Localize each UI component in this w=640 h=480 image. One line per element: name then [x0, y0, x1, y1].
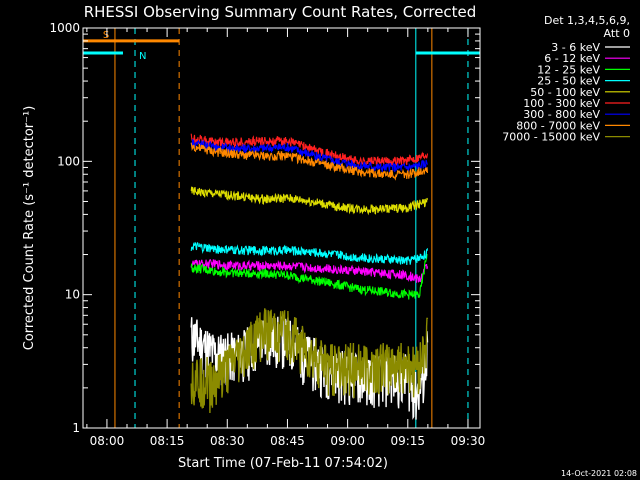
legend-label-2: 12 - 25 keV — [537, 63, 600, 76]
legend-label-7: 800 - 7000 keV — [516, 119, 600, 132]
series-line-5 — [190, 133, 429, 168]
series-line-4 — [190, 186, 429, 216]
series-line-1 — [190, 259, 429, 283]
legend-label-6: 300 - 800 keV — [523, 108, 600, 121]
series-line-2 — [190, 254, 428, 300]
x-tick-label-6: 09:30 — [451, 434, 486, 448]
y-axis-label: Corrected Count Rate (s⁻¹ detector⁻¹) — [22, 106, 37, 351]
series-line-7 — [190, 142, 429, 181]
y-tick-label-0: 1 — [72, 421, 80, 435]
x-axis-label: Start Time (07-Feb-11 07:54:02) — [178, 456, 388, 471]
legend-label-4: 50 - 100 keV — [530, 86, 600, 99]
x-tick-label-3: 08:45 — [270, 434, 305, 448]
legend-label-5: 100 - 300 keV — [523, 97, 600, 110]
y-tick-label-1: 10 — [65, 288, 80, 302]
axes: 1 10 100 1000 08:00 08:15 08:30 08:45 09:00 09:15… — [49, 21, 485, 448]
plot-frame — [82, 27, 481, 429]
legend-header-line-1: Det 1,3,4,5,6,9, — [544, 14, 630, 27]
plot-marks: SN — [83, 28, 480, 428]
series-line-8 — [190, 308, 429, 414]
chart-title: RHESSI Observing Summary Count Rates, Co… — [84, 3, 477, 21]
legend-label-8: 7000 - 15000 keV — [502, 131, 600, 144]
y-tick-label-2: 100 — [57, 154, 80, 168]
x-tick-label-2: 08:30 — [210, 434, 245, 448]
y-tick-label-3: 1000 — [49, 21, 80, 35]
x-tick-label-1: 08:15 — [150, 434, 185, 448]
x-tick-label-5: 09:15 — [390, 434, 425, 448]
x-tick-label-0: 08:00 — [90, 434, 125, 448]
legend-header-line-2: Att 0 — [604, 27, 630, 40]
annotation-label-N: N — [139, 51, 146, 62]
annotation-label-S: S — [103, 30, 109, 41]
x-tick-label-4: 09:00 — [330, 434, 365, 448]
legend-label-3: 25 - 50 keV — [537, 75, 600, 88]
legend-label-1: 6 - 12 keV — [544, 52, 600, 65]
series-line-3 — [190, 242, 429, 266]
legend-label-0: 3 - 6 keV — [551, 41, 600, 54]
timestamp: 14-Oct-2021 02:08 — [561, 469, 637, 478]
